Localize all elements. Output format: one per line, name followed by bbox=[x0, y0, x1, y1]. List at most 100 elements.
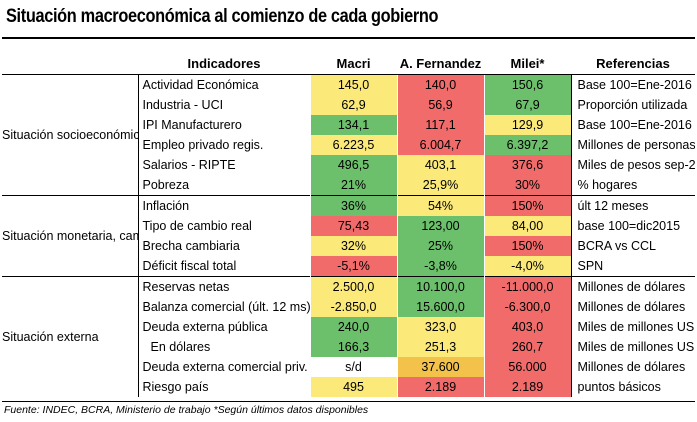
table-row: Déficit fiscal total -5,1% -3,8% -4,0% SPN bbox=[2, 256, 695, 277]
value-fernandez: 54% bbox=[396, 195, 484, 216]
value-macri: -2.850,0 bbox=[309, 297, 397, 317]
bottom-divider bbox=[2, 401, 695, 402]
header-fernandez: A. Fernandez bbox=[399, 55, 482, 71]
indicator-label: Balanza comercial (últ. 12 ms) bbox=[137, 297, 310, 317]
title-divider bbox=[2, 37, 695, 39]
indicator-label: Riesgo país bbox=[137, 377, 310, 397]
header-indicadores: Indicadores bbox=[187, 55, 261, 71]
value-fernandez: 25% bbox=[396, 236, 484, 256]
reference-label: últ 12 meses bbox=[570, 195, 695, 216]
value-milei: 30% bbox=[483, 175, 571, 196]
reference-label: Miles de pesos sep-23 bbox=[570, 155, 695, 175]
value-macri: 134,1 bbox=[309, 115, 397, 135]
value-fernandez: 140,0 bbox=[396, 74, 484, 95]
value-milei: 6.397,2 bbox=[483, 135, 571, 155]
group-label: Situación externa bbox=[2, 276, 138, 397]
table-body: Situación socioeconómica Actividad Económ… bbox=[2, 74, 695, 397]
value-fernandez: 403,1 bbox=[396, 155, 484, 175]
table-row: Pobreza 21% 25,9% 30%% hogares bbox=[2, 175, 695, 196]
value-milei: 67,9 bbox=[483, 95, 571, 115]
value-fernandez: 25,9% bbox=[396, 175, 484, 196]
value-macri: 496,5 bbox=[309, 155, 397, 175]
value-macri: 240,0 bbox=[309, 317, 397, 337]
header-macri: Macri bbox=[336, 55, 371, 71]
value-fernandez: 6.004,7 bbox=[396, 135, 484, 155]
value-milei: 260,7 bbox=[483, 337, 571, 357]
reference-label: Proporción utilizada bbox=[570, 95, 695, 115]
group-label: Situación monetaria, cambiaria y fiscal bbox=[2, 195, 138, 277]
indicator-label: Deuda externa pública bbox=[137, 317, 310, 337]
reference-label: BCRA vs CCL bbox=[570, 236, 695, 256]
reference-label: Miles de millones USD bbox=[570, 337, 695, 357]
table-row: Industria - UCI 62,9 56,9 67,9 Proporción ut… bbox=[2, 95, 695, 115]
header-referencias: Referencias bbox=[596, 55, 670, 71]
indicator-label: En dólares bbox=[137, 337, 310, 357]
value-milei: 84,00 bbox=[483, 216, 571, 236]
value-macri: 166,3 bbox=[309, 337, 397, 357]
value-fernandez: 15.600,0 bbox=[396, 297, 484, 317]
value-macri: 2.500,0 bbox=[309, 276, 397, 297]
table-header-row: Indicadores Macri A. Fernandez Milei* Re… bbox=[2, 52, 695, 75]
indicator-label: Deuda externa comercial priv. bbox=[137, 357, 310, 377]
value-milei: 150,6 bbox=[483, 74, 571, 95]
table-row: Salarios - RIPTE 496,5 403,1 376,6 Miles de … bbox=[2, 155, 695, 175]
reference-label: Miles de millones USD bbox=[570, 317, 695, 337]
table-row: Situación monetaria, cambiaria y fiscalI… bbox=[2, 195, 695, 277]
value-macri: 62,9 bbox=[309, 95, 397, 115]
indicator-label: Actividad Económica bbox=[137, 74, 310, 95]
reference-label: SPN bbox=[570, 256, 695, 277]
table-row: Deuda externa pública 240,0 323,0 403,0 Mile… bbox=[2, 317, 695, 337]
indicator-label: Pobreza bbox=[137, 175, 310, 196]
value-milei: -6.300,0 bbox=[483, 297, 571, 317]
value-fernandez: 37.600 bbox=[396, 357, 484, 377]
indicators-table: Indicadores Macri A. Fernandez Milei* Re… bbox=[2, 52, 695, 397]
value-milei: 56.000 bbox=[483, 357, 571, 377]
page-title: Situación macroeconómica al comienzo de … bbox=[6, 6, 439, 27]
indicator-label: Inflación bbox=[137, 195, 310, 216]
table-row: Situación socioeconómica Actividad Económ… bbox=[2, 74, 695, 196]
group-label: Situación socioeconómica bbox=[2, 74, 138, 196]
table-row: Deuda externa comercial priv. s/d 37.600 56… bbox=[2, 357, 695, 377]
value-milei: 150% bbox=[483, 195, 571, 216]
value-fernandez: -3,8% bbox=[396, 256, 484, 277]
header-group-spacer bbox=[2, 52, 138, 75]
value-macri: 145,0 bbox=[309, 74, 397, 95]
reference-label: puntos básicos bbox=[570, 377, 695, 397]
table-row: Balanza comercial (últ. 12 ms) -2.850,0 15… bbox=[2, 297, 695, 317]
reference-label: Millones de dólares bbox=[570, 357, 695, 377]
indicator-label: Reservas netas bbox=[137, 276, 310, 297]
indicator-label: Industria - UCI bbox=[137, 95, 310, 115]
reference-label: Base 100=Ene-2016 bbox=[570, 115, 695, 135]
reference-label: Millones de dólares bbox=[570, 297, 695, 317]
value-fernandez: 117,1 bbox=[396, 115, 484, 135]
value-macri: 75,43 bbox=[309, 216, 397, 236]
value-macri: s/d bbox=[309, 357, 397, 377]
table-row: Tipo de cambio real 75,43 123,00 84,00 base … bbox=[2, 216, 695, 236]
value-fernandez: 10.100,0 bbox=[396, 276, 484, 297]
value-fernandez: 323,0 bbox=[396, 317, 484, 337]
value-milei: 129,9 bbox=[483, 115, 571, 135]
indicator-label: Déficit fiscal total bbox=[137, 256, 310, 277]
table-row: Brecha cambiaria 32% 25% 150% BCRA vs CCL bbox=[2, 236, 695, 256]
reference-label: Millones de personas bbox=[570, 135, 695, 155]
value-milei: -11.000,0 bbox=[483, 276, 571, 297]
table-row: Riesgo país 495 2.189 2.189 puntos básicos bbox=[2, 377, 695, 397]
value-macri: -5,1% bbox=[309, 256, 397, 277]
value-milei: 403,0 bbox=[483, 317, 571, 337]
indicator-label: Salarios - RIPTE bbox=[137, 155, 310, 175]
value-fernandez: 123,00 bbox=[396, 216, 484, 236]
value-macri: 36% bbox=[309, 195, 397, 216]
reference-label: Base 100=Ene-2016 bbox=[570, 74, 695, 95]
value-macri: 21% bbox=[309, 175, 397, 196]
indicator-label: Tipo de cambio real bbox=[137, 216, 310, 236]
indicator-label: IPI Manufacturero bbox=[137, 115, 310, 135]
reference-label: base 100=dic2015 bbox=[570, 216, 695, 236]
value-macri: 32% bbox=[309, 236, 397, 256]
table-row: Situación externa Reservas netas 2.500,0 10… bbox=[2, 276, 695, 397]
value-fernandez: 251,3 bbox=[396, 337, 484, 357]
value-milei: -4,0% bbox=[483, 256, 571, 277]
table-row: IPI Manufacturero 134,1 117,1 129,9 Base 100… bbox=[2, 115, 695, 135]
indicator-label: Empleo privado regis. bbox=[137, 135, 310, 155]
value-fernandez: 56,9 bbox=[396, 95, 484, 115]
reference-label: % hogares bbox=[570, 175, 695, 196]
